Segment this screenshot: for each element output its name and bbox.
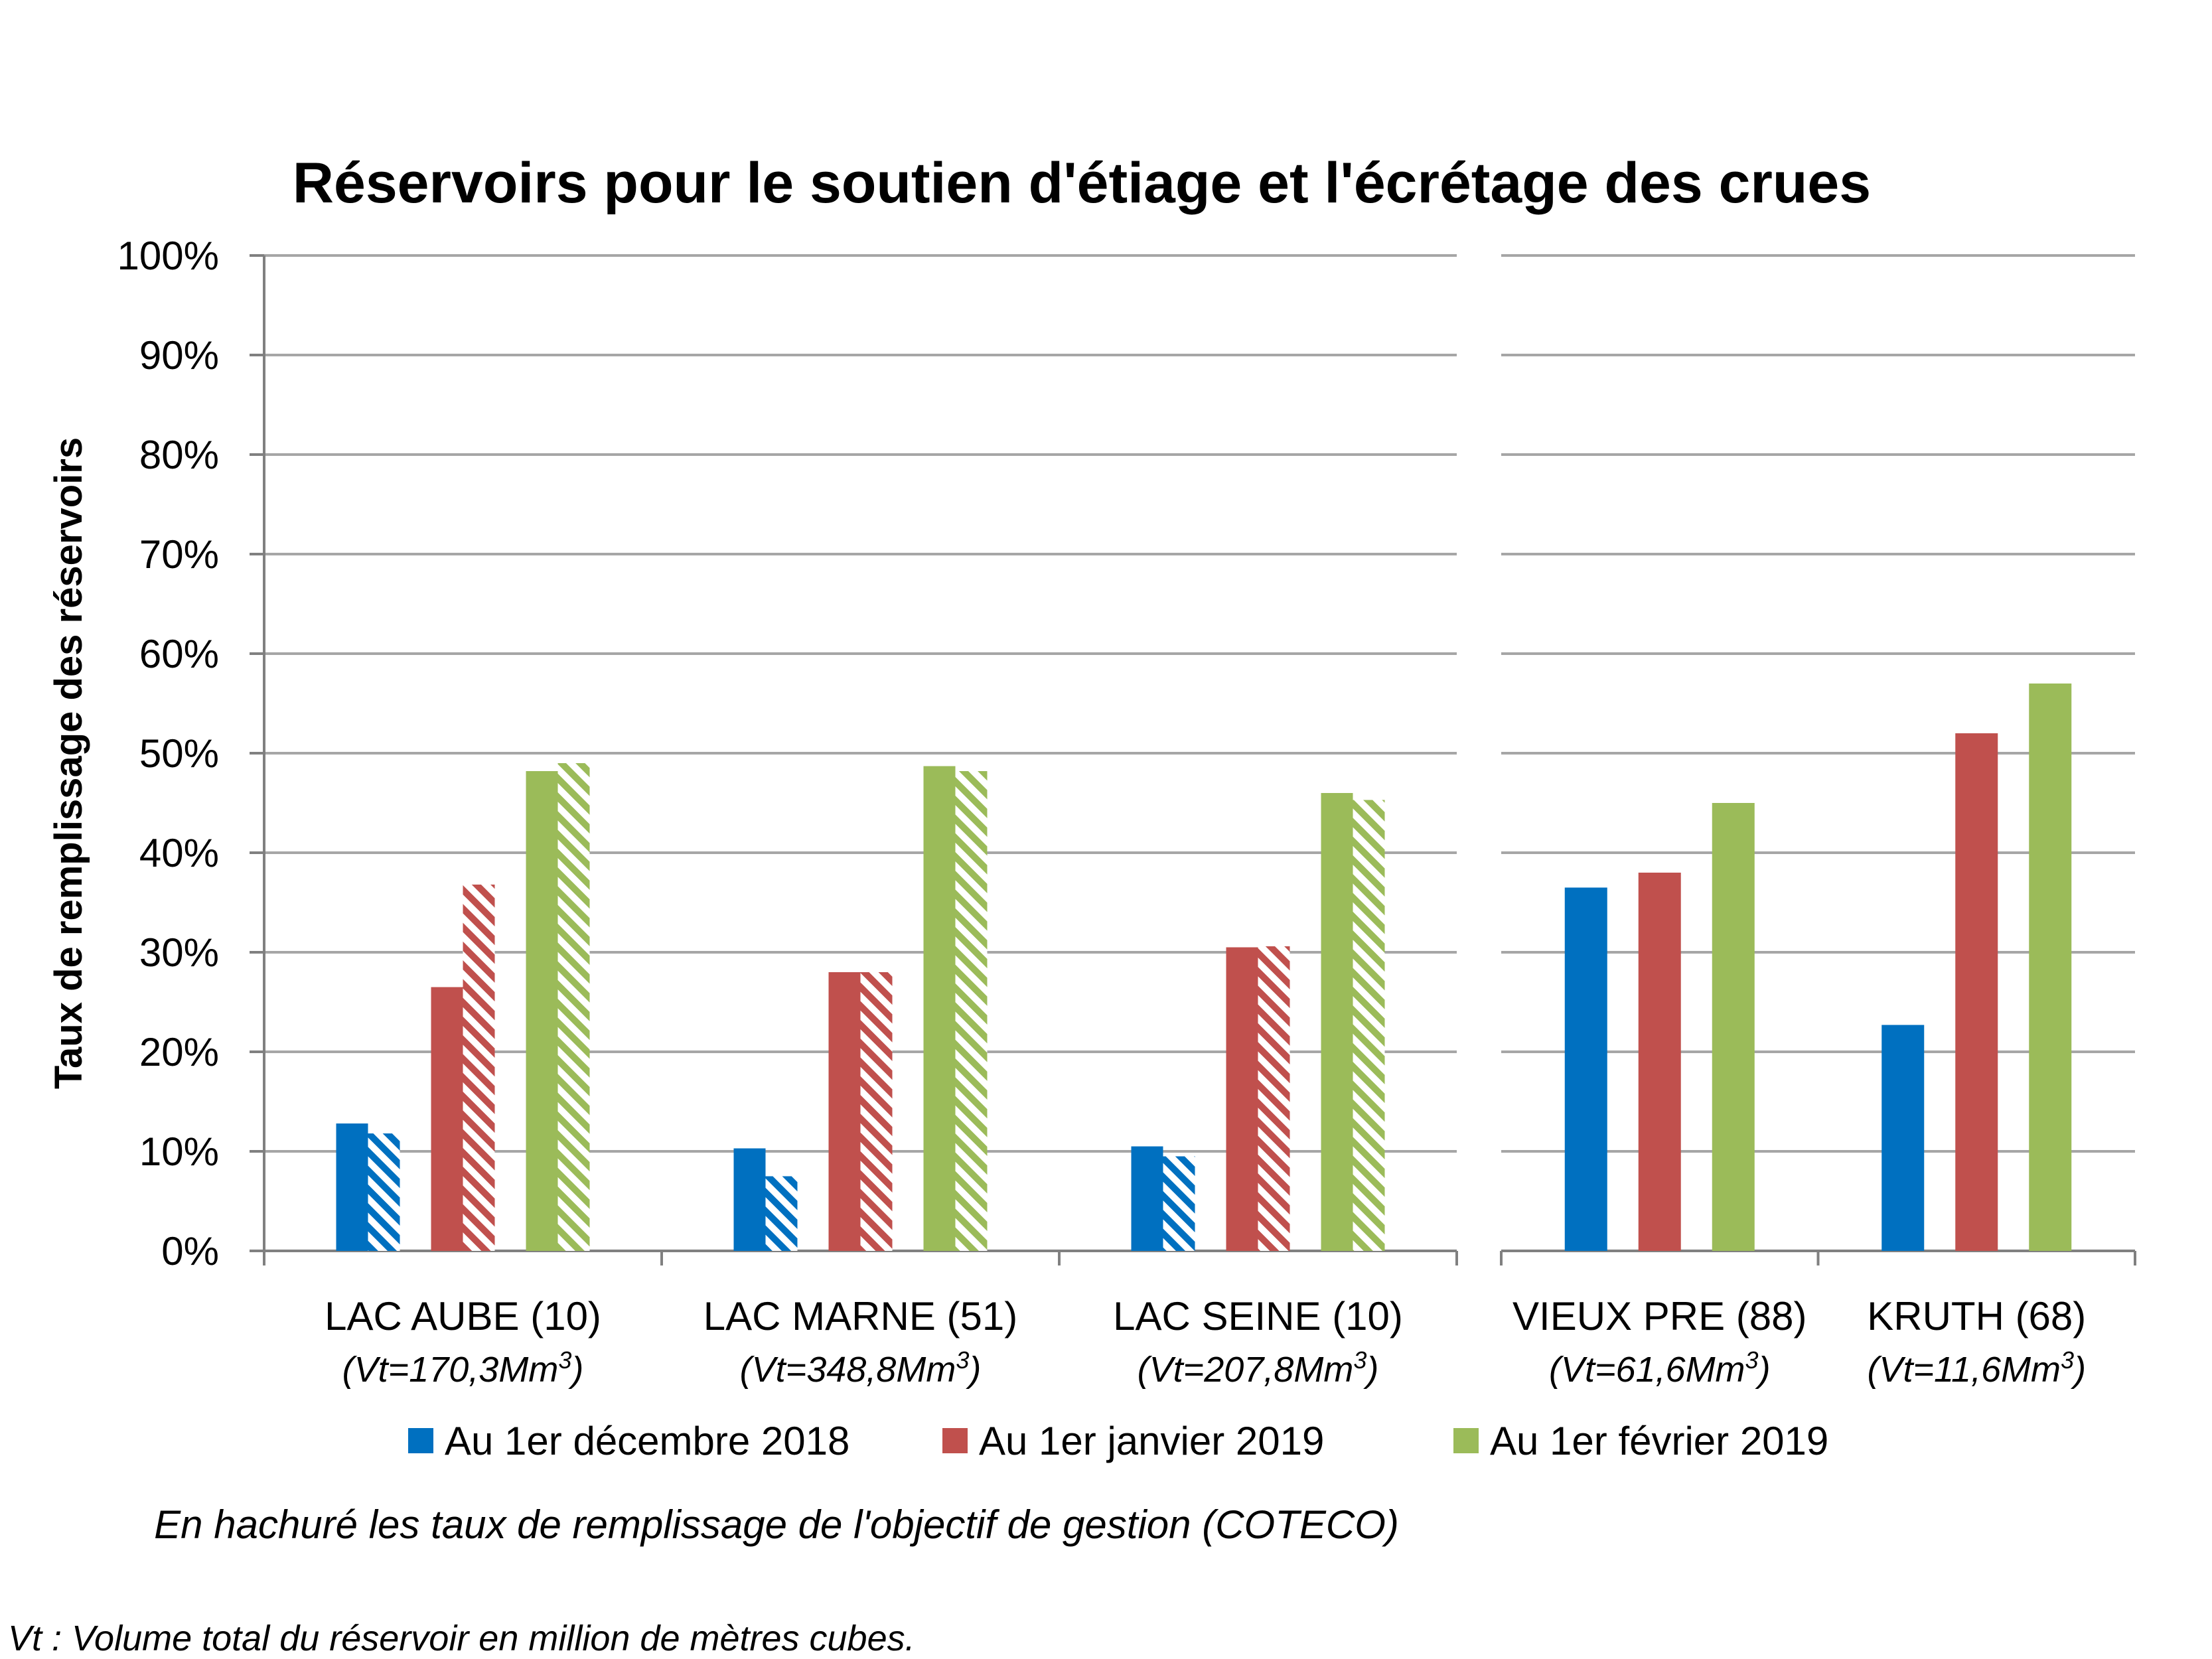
x-category-volume: (Vt=11,6Mm3) [1867,1346,2086,1390]
y-tick-label: 100% [117,234,219,278]
bar-objective-dec-1 [765,1176,798,1251]
x-category-label: LAC AUBE (10) [325,1294,601,1338]
bar-jan-2 [1226,947,1258,1251]
bar-jan-1 [828,972,861,1251]
y-tick-label: 40% [139,831,219,875]
legend: Au 1er décembre 2018 Au 1er janvier 2019 A… [408,1419,1828,1463]
bar-jan-0 [431,987,463,1251]
hatch-note: En hachuré les taux de remplissage de l'… [154,1502,1399,1547]
bar-objective-feb-2 [1353,800,1385,1251]
bar-jan-4 [1955,733,1998,1251]
x-category-labels: LAC AUBE (10) (Vt=170,3Mm3) LAC MARNE (51)… [325,1294,2086,1390]
bars [336,684,2072,1251]
x-category-volume: (Vt=170,3Mm3) [342,1346,584,1390]
bar-jan-3 [1638,873,1681,1251]
y-tick-label: 80% [139,433,219,477]
y-tick-label: 0% [161,1229,219,1273]
y-tick-label: 70% [139,532,219,577]
y-tick-label: 30% [139,930,219,975]
bar-objective-feb-1 [955,771,988,1251]
x-category-label: LAC MARNE (51) [703,1294,1017,1338]
bar-feb-0 [526,771,558,1251]
legend-label-dec: Au 1er décembre 2018 [445,1419,849,1463]
x-category-label: KRUTH (68) [1867,1294,2086,1338]
bar-objective-dec-2 [1163,1156,1195,1251]
bar-feb-1 [923,766,956,1251]
legend-label-feb: Au 1er février 2019 [1490,1419,1828,1463]
bar-dec-0 [336,1123,368,1251]
bar-dec-4 [1881,1025,1925,1251]
x-category-label: LAC SEINE (10) [1113,1294,1403,1338]
bar-feb-4 [2029,684,2072,1251]
y-tick-label: 90% [139,333,219,378]
x-category-volume: (Vt=348,8Mm3) [740,1346,982,1390]
chart-title: Réservoirs pour le soutien d'étiage et l… [293,151,1871,215]
bar-feb-3 [1712,803,1755,1251]
legend-swatch-feb [1453,1428,1479,1453]
bar-objective-dec-0 [368,1133,400,1251]
bar-feb-2 [1321,793,1353,1251]
y-axis-label: Taux de remplissage des réservoirs [47,437,90,1089]
legend-swatch-dec [408,1428,433,1453]
bar-dec-1 [733,1148,766,1251]
y-tick-label: 10% [139,1129,219,1174]
y-tick-label: 20% [139,1030,219,1074]
legend-label-jan: Au 1er janvier 2019 [979,1419,1324,1463]
bar-objective-jan-2 [1258,946,1290,1251]
x-category-label: VIEUX PRE (88) [1512,1294,1806,1338]
bar-objective-feb-0 [557,763,590,1251]
x-category-volume: (Vt=61,6Mm3) [1549,1346,1771,1390]
bar-objective-jan-1 [860,972,893,1251]
bar-dec-3 [1564,887,1607,1251]
y-tick-labels: 0% 10% 20% 30% 40% 50% 60% 70% 80% 90% 100% [117,234,219,1273]
bar-objective-jan-0 [463,885,495,1251]
x-category-volume: (Vt=207,8Mm3) [1138,1346,1379,1390]
y-tick-label: 50% [139,731,219,776]
footnote: Vt : Volume total du réservoir en millio… [8,1619,915,1658]
bar-dec-2 [1131,1146,1163,1251]
legend-swatch-jan [942,1428,968,1453]
y-tick-label: 60% [139,632,219,676]
